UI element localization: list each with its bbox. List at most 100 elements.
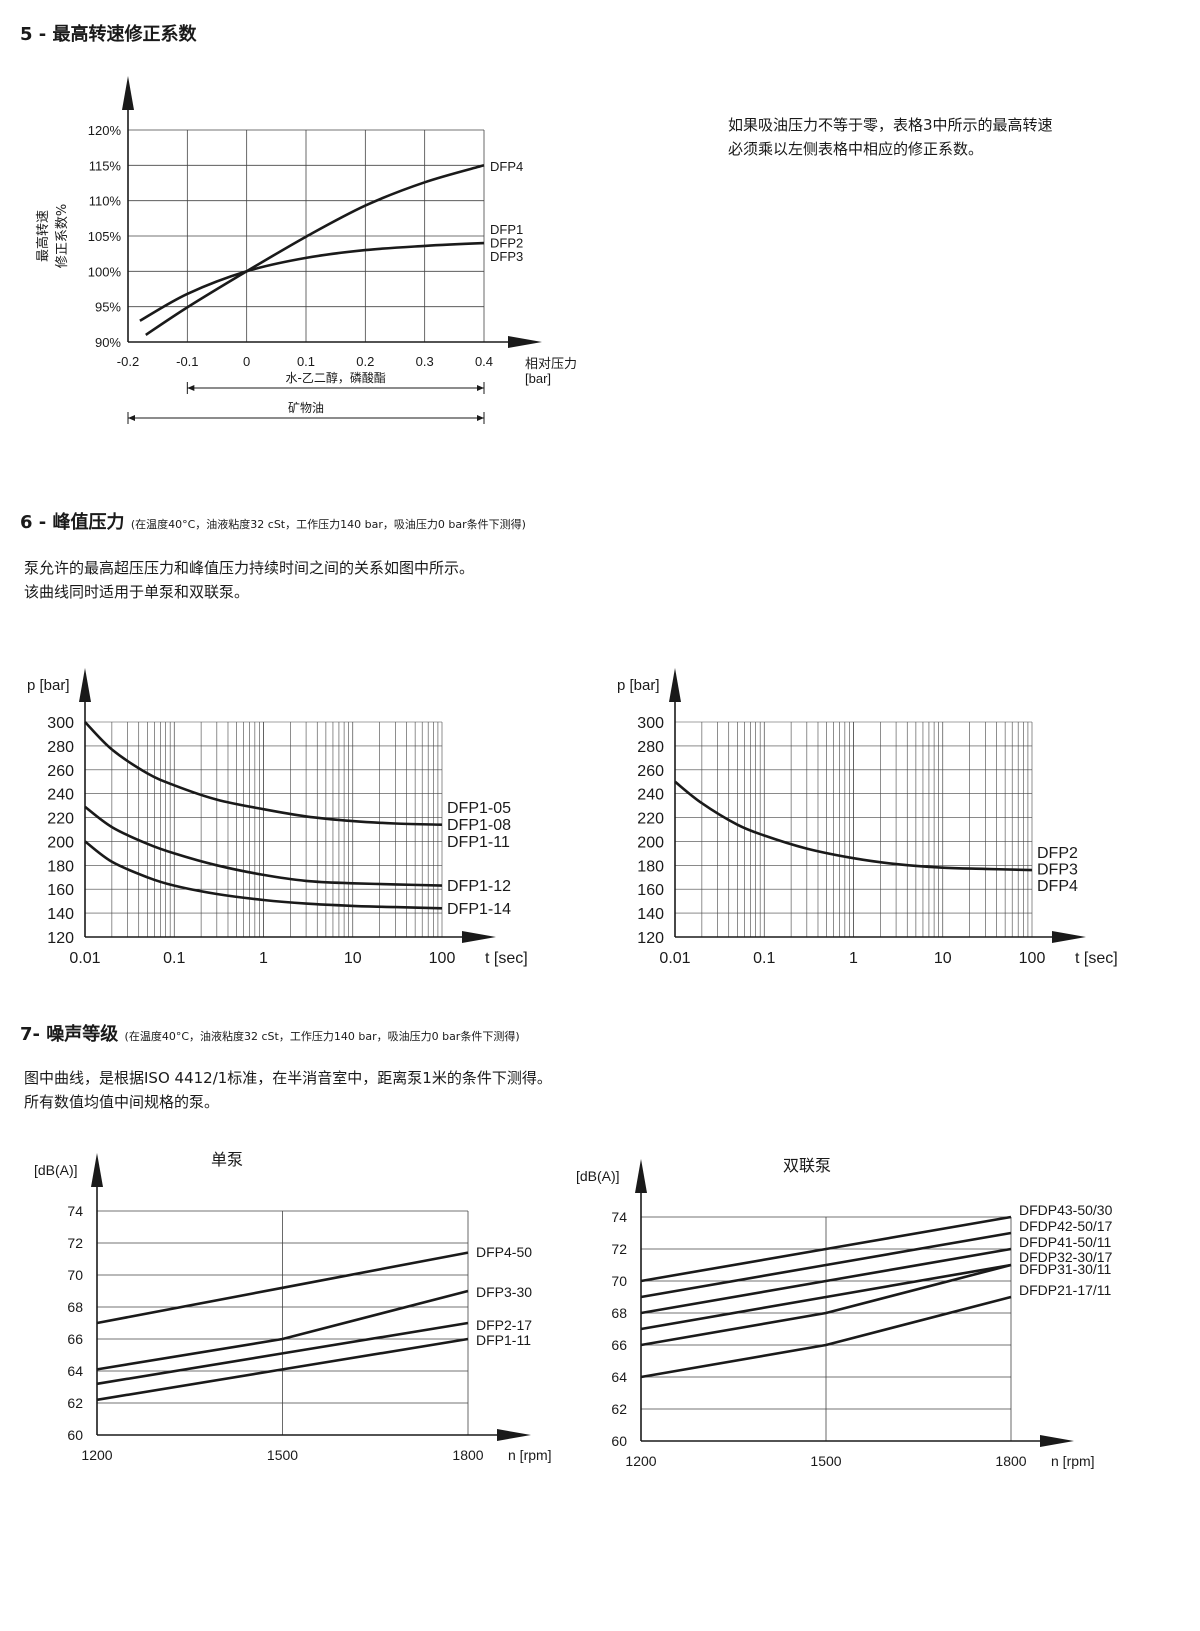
y-tick-label: 68 xyxy=(67,1299,83,1315)
x-tick-label: 0.2 xyxy=(356,354,374,369)
x-axis-arrow xyxy=(1052,931,1086,943)
x-axis-arrow xyxy=(497,1429,531,1441)
y-tick-label: 120 xyxy=(637,930,664,947)
series-label: DFP1-08 xyxy=(447,817,511,834)
series-line xyxy=(96,1321,469,1386)
x-tick-label: 1500 xyxy=(267,1447,298,1463)
series-label: DFP1-11 xyxy=(447,834,510,851)
description-line: 图中曲线，是根据ISO 4412/1标准，在半消音室中，距离泵1米的条件下测得。 xyxy=(24,1069,552,1087)
y-tick-label: 260 xyxy=(637,763,664,780)
section-5-heading: 5 - 最高转速修正系数 xyxy=(20,24,197,45)
series-line xyxy=(84,721,443,826)
y-tick-label: 74 xyxy=(67,1203,83,1219)
series-line xyxy=(139,241,485,322)
series-label: DFDP21-17/11 xyxy=(1019,1282,1112,1298)
range-arrow xyxy=(128,415,135,421)
y-tick-label: 140 xyxy=(47,906,74,923)
y-axis-arrow xyxy=(635,1159,647,1193)
y-axis-label: [dB(A)] xyxy=(576,1168,620,1184)
x-tick-label: -0.1 xyxy=(176,354,198,369)
x-tick-label: 10 xyxy=(934,950,952,967)
description-line: 必须乘以左侧表格中相应的修正系数。 xyxy=(728,140,984,158)
series-label: DFDP43-50/30 xyxy=(1019,1202,1113,1218)
y-tick-label: 280 xyxy=(637,739,664,756)
y-axis-label: 修正系数% xyxy=(55,204,70,268)
x-tick-label: 1 xyxy=(259,950,268,967)
series-label: DFP3 xyxy=(490,249,523,264)
chart-title: 单泵 xyxy=(211,1150,243,1169)
series-line xyxy=(96,1289,469,1371)
x-tick-label: 1 xyxy=(849,950,858,967)
section-6-note: (在温度40°C，油液粘度32 cSt，工作压力140 bar，吸油压力0 ba… xyxy=(130,518,526,531)
y-tick-label: 64 xyxy=(67,1363,83,1379)
description-line: 所有数值均值中间规格的泵。 xyxy=(24,1093,220,1111)
y-tick-label: 60 xyxy=(611,1433,627,1449)
series-line xyxy=(640,1215,1012,1283)
series-line xyxy=(640,1231,1012,1299)
x-axis-arrow xyxy=(508,336,542,348)
x-tick-label: 0.01 xyxy=(659,950,690,967)
series-line xyxy=(674,780,1033,872)
series-label: DFP1-12 xyxy=(447,878,511,895)
series-label: DFDP41-50/11 xyxy=(1019,1234,1112,1250)
series-label: DFDP32-30/17 xyxy=(1019,1249,1113,1265)
range-arrow xyxy=(477,385,484,391)
y-tick-label: 60 xyxy=(67,1427,83,1443)
y-tick-label: 300 xyxy=(47,715,74,732)
y-axis-label: p [bar] xyxy=(27,677,70,694)
y-tick-label: 70 xyxy=(67,1267,83,1283)
series-label: DFP2 xyxy=(490,236,523,251)
y-tick-label: 64 xyxy=(611,1369,627,1385)
series-label: DFP1-11 xyxy=(476,1332,531,1348)
x-axis-label: t [sec] xyxy=(1075,950,1118,967)
y-axis-arrow xyxy=(79,668,91,702)
series-label: DFP2-17 xyxy=(476,1317,532,1333)
x-tick-label: 1500 xyxy=(810,1453,841,1469)
y-tick-label: 160 xyxy=(47,882,74,899)
y-tick-label: 180 xyxy=(637,858,664,875)
series-label: DFP2 xyxy=(1037,845,1078,862)
range-label: 水-乙二醇，磷酸酯 xyxy=(285,370,385,385)
section-7-description: 图中曲线，是根据ISO 4412/1标准，在半消音室中，距离泵1米的条件下测得。… xyxy=(24,1066,552,1114)
y-tick-label: 90% xyxy=(95,335,121,350)
y-tick-label: 105% xyxy=(88,229,122,244)
x-tick-label: 0.1 xyxy=(297,354,315,369)
series-label: DFP1-14 xyxy=(447,901,511,918)
y-tick-label: 110% xyxy=(89,194,122,209)
section-7-note: (在温度40°C，油液粘度32 cSt，工作压力140 bar，吸油压力0 ba… xyxy=(124,1030,520,1043)
series-line xyxy=(640,1263,1012,1347)
section-6-description: 泵允许的最高超压压力和峰值压力持续时间之间的关系如图中所示。 该曲线同时适用于单… xyxy=(24,556,474,604)
series-line xyxy=(145,164,485,336)
y-tick-label: 120% xyxy=(88,123,122,138)
chart-speed-correction: -0.2 -0.1 0 0.1 0.2 0.3 0.4 90% 95% 100% 105% 110% 1… xyxy=(35,76,577,424)
x-tick-label: 1800 xyxy=(995,1453,1026,1469)
x-axis-label: n [rpm] xyxy=(508,1447,552,1463)
series-line xyxy=(640,1295,1012,1379)
series-line xyxy=(84,840,443,910)
series-label: DFP4-50 xyxy=(476,1244,532,1260)
x-tick-label: 0 xyxy=(243,354,250,369)
series-label: DFP1 xyxy=(490,222,523,237)
x-tick-label: 0.1 xyxy=(163,950,185,967)
y-tick-label: 68 xyxy=(611,1305,627,1321)
x-tick-label: 0.4 xyxy=(475,354,493,369)
series-label: DFP1-05 xyxy=(447,800,511,817)
x-tick-label: 1800 xyxy=(452,1447,483,1463)
chart-noise-double: 1200 1500 1800 60 62 64 66 68 70 72 74 双联泵 [dB(A)] n … xyxy=(576,1156,1113,1469)
series-line xyxy=(640,1247,1012,1315)
section-6-heading: 6 - 峰值压力 (在温度40°C，油液粘度32 cSt，工作压力140 bar… xyxy=(20,512,526,533)
y-axis-arrow xyxy=(122,76,134,110)
section-7-heading: 7- 噪声等级 (在温度40°C，油液粘度32 cSt，工作压力140 bar，… xyxy=(20,1024,520,1045)
description-line: 泵允许的最高超压压力和峰值压力持续时间之间的关系如图中所示。 xyxy=(24,559,475,577)
y-tick-label: 180 xyxy=(47,858,74,875)
y-tick-label: 62 xyxy=(67,1395,83,1411)
y-axis-label: p [bar] xyxy=(617,677,660,694)
y-tick-label: 300 xyxy=(637,715,664,732)
range-arrow xyxy=(187,385,195,391)
y-tick-label: 260 xyxy=(47,763,74,780)
series-line xyxy=(96,1251,469,1325)
chart-noise-single: 1200 1500 1800 60 62 64 66 68 70 72 74 单泵 [dB(A)] n [… xyxy=(34,1150,552,1463)
chart-peak-pressure-single: 120 140 160 180 200 220 240 260 280 300 0.01 0.1 1 10… xyxy=(27,668,528,967)
series-line xyxy=(640,1263,1012,1331)
